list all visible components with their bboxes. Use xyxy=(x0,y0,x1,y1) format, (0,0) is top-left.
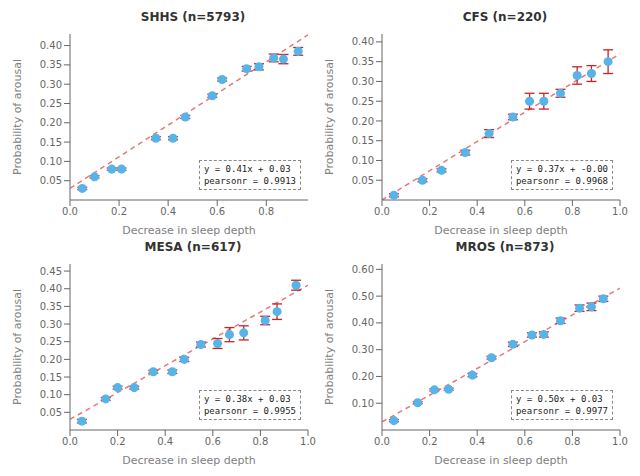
html-text:y = 0.41x + 0.03: y = 0.41x + 0.03 xyxy=(203,164,291,174)
svg-text:0.20: 0.20 xyxy=(352,116,374,127)
html-text:MESA (n=617): MESA (n=617) xyxy=(144,240,242,254)
svg-text:0.20: 0.20 xyxy=(40,354,62,365)
svg-text:0.0: 0.0 xyxy=(374,436,390,447)
svg-text:0.8: 0.8 xyxy=(564,436,580,447)
svg-text:0.20: 0.20 xyxy=(40,117,62,128)
html-text:pearsonr = 0.9968: pearsonr = 0.9968 xyxy=(515,176,608,186)
svg-text:0.10: 0.10 xyxy=(352,398,374,409)
svg-text:0.05: 0.05 xyxy=(352,175,374,186)
svg-text:0.25: 0.25 xyxy=(40,336,62,347)
svg-text:0.2: 0.2 xyxy=(111,206,127,217)
svg-text:0.40: 0.40 xyxy=(352,36,374,47)
svg-text:0.45: 0.45 xyxy=(40,266,62,277)
svg-text:0.4: 0.4 xyxy=(160,206,176,217)
svg-text:0.4: 0.4 xyxy=(157,436,173,447)
svg-text:0.0: 0.0 xyxy=(374,206,390,217)
svg-text:Probability of arousal: Probability of arousal xyxy=(323,289,336,405)
svg-text:0.6: 0.6 xyxy=(209,206,225,217)
svg-text:0.2: 0.2 xyxy=(422,206,438,217)
svg-text:0.4: 0.4 xyxy=(469,206,485,217)
svg-text:1.0: 1.0 xyxy=(612,436,628,447)
svg-text:0.6: 0.6 xyxy=(205,436,221,447)
svg-text:0.40: 0.40 xyxy=(40,283,62,294)
svg-text:Decrease in sleep depth: Decrease in sleep depth xyxy=(122,224,255,237)
svg-text:Decrease in sleep depth: Decrease in sleep depth xyxy=(122,454,255,467)
svg-text:0.05: 0.05 xyxy=(40,407,62,418)
svg-text:0.30: 0.30 xyxy=(40,79,62,90)
svg-text:0.30: 0.30 xyxy=(352,76,374,87)
svg-text:0.6: 0.6 xyxy=(517,206,533,217)
svg-text:0.15: 0.15 xyxy=(40,372,62,383)
svg-text:0.15: 0.15 xyxy=(40,137,62,148)
svg-text:0.10: 0.10 xyxy=(40,156,62,167)
svg-text:0.10: 0.10 xyxy=(352,155,374,166)
svg-text:0.35: 0.35 xyxy=(40,59,62,70)
svg-text:0.10: 0.10 xyxy=(40,389,62,400)
svg-text:0.6: 0.6 xyxy=(517,436,533,447)
svg-text:0.60: 0.60 xyxy=(352,264,374,275)
svg-text:0.4: 0.4 xyxy=(469,436,485,447)
svg-text:0.8: 0.8 xyxy=(564,206,580,217)
svg-text:1.0: 1.0 xyxy=(612,206,628,217)
html-text:y = 0.50x + 0.03: y = 0.50x + 0.03 xyxy=(515,394,603,404)
svg-text:0.35: 0.35 xyxy=(40,301,62,312)
html-text:pearsonr = 0.9955: pearsonr = 0.9955 xyxy=(203,406,296,416)
html-text:MROS (n=873): MROS (n=873) xyxy=(455,240,555,254)
svg-text:0.50: 0.50 xyxy=(352,291,374,302)
svg-text:0.25: 0.25 xyxy=(40,98,62,109)
svg-text:0.40: 0.40 xyxy=(40,40,62,51)
svg-text:0.0: 0.0 xyxy=(62,436,78,447)
svg-text:0.8: 0.8 xyxy=(252,436,268,447)
svg-text:1.0: 1.0 xyxy=(300,436,316,447)
svg-text:0.30: 0.30 xyxy=(40,319,62,330)
svg-text:0.15: 0.15 xyxy=(352,135,374,146)
svg-text:Probability of arousal: Probability of arousal xyxy=(11,289,24,405)
html-text:CFS (n=220): CFS (n=220) xyxy=(462,10,548,24)
svg-text:0.30: 0.30 xyxy=(352,344,374,355)
svg-text:Probability of arousal: Probability of arousal xyxy=(11,59,24,175)
svg-text:0.20: 0.20 xyxy=(352,371,374,382)
svg-text:0.8: 0.8 xyxy=(258,206,274,217)
svg-text:0.2: 0.2 xyxy=(110,436,126,447)
html-text:pearsonr = 0.9977: pearsonr = 0.9977 xyxy=(515,406,608,416)
html-text:y = 0.38x + 0.03: y = 0.38x + 0.03 xyxy=(203,394,291,404)
html-text:y = 0.37x + -0.00: y = 0.37x + -0.00 xyxy=(515,164,608,174)
html-text:pearsonr = 0.9913: pearsonr = 0.9913 xyxy=(203,176,296,186)
svg-text:0.35: 0.35 xyxy=(352,56,374,67)
svg-text:Probability of arousal: Probability of arousal xyxy=(323,59,336,175)
svg-text:0.0: 0.0 xyxy=(62,206,78,217)
svg-text:0.05: 0.05 xyxy=(40,175,62,186)
html-text:SHHS (n=5793): SHHS (n=5793) xyxy=(140,10,246,24)
svg-text:0.25: 0.25 xyxy=(352,96,374,107)
svg-text:Decrease in sleep depth: Decrease in sleep depth xyxy=(434,224,567,237)
svg-text:Decrease in sleep depth: Decrease in sleep depth xyxy=(434,454,567,467)
svg-text:0.2: 0.2 xyxy=(422,436,438,447)
svg-text:0.40: 0.40 xyxy=(352,317,374,328)
